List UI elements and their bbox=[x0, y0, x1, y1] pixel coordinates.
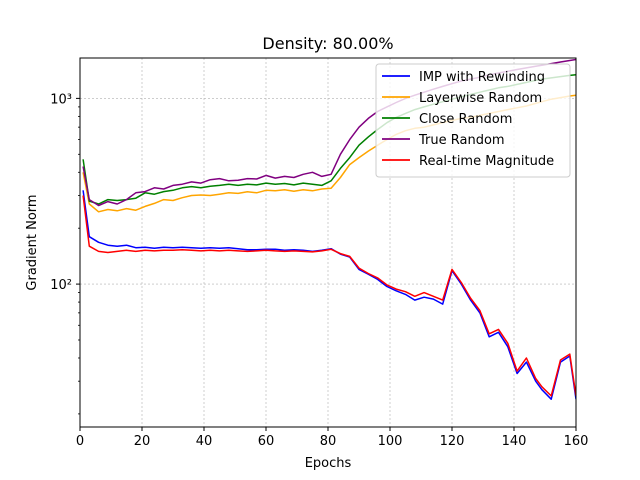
y-axis-ticks: 10² 10³ bbox=[50, 92, 80, 415]
x-tick-label: 140 bbox=[502, 434, 527, 449]
x-tick-label: 100 bbox=[378, 434, 403, 449]
x-tick-label: 0 bbox=[76, 434, 84, 449]
x-tick-label: 20 bbox=[134, 434, 151, 449]
y-axis-label: Gradient Norm bbox=[25, 194, 40, 290]
legend: IMP with Rewinding Layerwise Random Close … bbox=[375, 63, 571, 178]
legend-label: Layerwise Random bbox=[419, 91, 542, 106]
legend-label: Real-time Magnitude bbox=[419, 154, 554, 169]
x-tick-label: 60 bbox=[258, 434, 275, 449]
legend-label: True Random bbox=[418, 133, 505, 148]
x-axis-label: Epochs bbox=[305, 456, 352, 471]
chart-title: Density: 80.00% bbox=[262, 34, 393, 53]
legend-label: IMP with Rewinding bbox=[419, 70, 545, 85]
x-tick-label: 40 bbox=[196, 434, 213, 449]
x-tick-label: 120 bbox=[440, 434, 465, 449]
y-tick-label: 10² bbox=[50, 278, 72, 293]
series-line-4 bbox=[82, 195, 576, 397]
legend-box bbox=[375, 63, 571, 178]
legend-label: Close Random bbox=[419, 112, 512, 127]
y-tick-label: 10³ bbox=[50, 92, 72, 107]
x-axis-ticks: 0 20 40 60 80 100 120 140 160 bbox=[76, 427, 589, 449]
x-tick-label: 80 bbox=[320, 434, 337, 449]
x-tick-label: 160 bbox=[564, 434, 589, 449]
